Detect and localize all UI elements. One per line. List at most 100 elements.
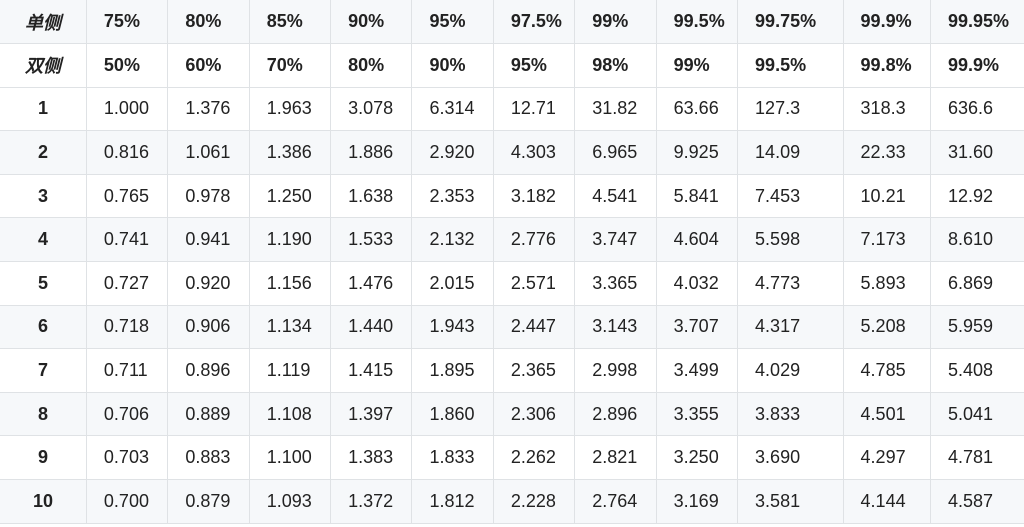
two-sided-level: 80% <box>330 43 413 88</box>
critical-value-cell: 4.029 <box>737 348 844 393</box>
one-sided-level: 99.9% <box>842 0 931 45</box>
critical-value-cell: 1.119 <box>248 348 332 393</box>
table-row: 8 0.706 0.889 1.108 1.397 1.860 2.306 2.896 3.35… <box>0 391 1024 437</box>
critical-value-cell: 6.869 <box>929 261 1024 306</box>
one-sided-label: 单侧 <box>0 0 87 45</box>
degrees-of-freedom: 4 <box>0 217 87 263</box>
table-row: 7 0.711 0.896 1.119 1.415 1.895 2.365 2.998 3.49… <box>0 348 1024 393</box>
critical-value-cell: 1.372 <box>330 479 413 524</box>
critical-value-cell: 1.397 <box>330 391 413 437</box>
critical-value-cell: 2.228 <box>492 479 576 524</box>
critical-value-cell: 3.581 <box>737 479 844 524</box>
degrees-of-freedom: 9 <box>0 435 87 481</box>
table-row: 6 0.718 0.906 1.134 1.440 1.943 2.447 3.143 3.70… <box>0 304 1024 350</box>
critical-value-cell: 1.886 <box>330 130 413 175</box>
critical-value-cell: 7.453 <box>737 173 844 219</box>
critical-value-cell: 0.920 <box>167 261 250 306</box>
one-sided-level: 99.75% <box>737 0 844 45</box>
one-sided-level: 95% <box>411 0 494 45</box>
two-sided-level: 99% <box>655 43 739 88</box>
critical-value-cell: 1.156 <box>248 261 332 306</box>
degrees-of-freedom: 6 <box>0 304 87 350</box>
degrees-of-freedom: 5 <box>0 261 87 306</box>
critical-value-cell: 12.92 <box>929 173 1024 219</box>
two-sided-level: 60% <box>167 43 250 88</box>
critical-value-cell: 1.812 <box>411 479 494 524</box>
critical-value-cell: 2.920 <box>411 130 494 175</box>
critical-value-cell: 3.499 <box>655 348 739 393</box>
critical-value-cell: 4.297 <box>842 435 931 481</box>
two-sided-level: 95% <box>492 43 576 88</box>
critical-value-cell: 5.893 <box>842 261 931 306</box>
two-sided-level: 70% <box>248 43 332 88</box>
one-sided-level: 99% <box>574 0 657 45</box>
critical-value-cell: 4.317 <box>737 304 844 350</box>
critical-value-cell: 1.895 <box>411 348 494 393</box>
critical-value-cell: 3.078 <box>330 86 413 132</box>
critical-value-cell: 3.250 <box>655 435 739 481</box>
critical-value-cell: 10.21 <box>842 173 931 219</box>
degrees-of-freedom: 7 <box>0 348 87 393</box>
critical-value-cell: 3.707 <box>655 304 739 350</box>
critical-value-cell: 2.365 <box>492 348 576 393</box>
critical-value-cell: 0.879 <box>167 479 250 524</box>
critical-value-cell: 1.638 <box>330 173 413 219</box>
table-row: 5 0.727 0.920 1.156 1.476 2.015 2.571 3.365 4.03… <box>0 261 1024 306</box>
table-row: 2 0.816 1.061 1.386 1.886 2.920 4.303 6.965 9.92… <box>0 130 1024 175</box>
critical-value-cell: 8.610 <box>929 217 1024 263</box>
critical-value-cell: 1.386 <box>248 130 332 175</box>
degrees-of-freedom: 8 <box>0 391 87 437</box>
critical-value-cell: 3.690 <box>737 435 844 481</box>
one-sided-level: 99.95% <box>929 0 1024 45</box>
critical-value-cell: 4.144 <box>842 479 931 524</box>
critical-value-cell: 636.6 <box>929 86 1024 132</box>
header-row-one-sided: 单侧 75% 80% 85% 90% 95% 97.5% 99% 99.5% 9… <box>0 0 1024 45</box>
critical-value-cell: 4.303 <box>492 130 576 175</box>
critical-value-cell: 4.032 <box>655 261 739 306</box>
critical-value-cell: 1.963 <box>248 86 332 132</box>
critical-value-cell: 2.571 <box>492 261 576 306</box>
critical-value-cell: 1.440 <box>330 304 413 350</box>
critical-value-cell: 2.353 <box>411 173 494 219</box>
critical-value-cell: 0.896 <box>167 348 250 393</box>
critical-value-cell: 2.015 <box>411 261 494 306</box>
critical-value-cell: 5.841 <box>655 173 739 219</box>
critical-value-cell: 1.415 <box>330 348 413 393</box>
table-row: 9 0.703 0.883 1.100 1.383 1.833 2.262 2.821 3.25… <box>0 435 1024 481</box>
critical-value-cell: 0.718 <box>85 304 169 350</box>
critical-value-cell: 5.208 <box>842 304 931 350</box>
critical-value-cell: 3.833 <box>737 391 844 437</box>
critical-value-cell: 2.896 <box>574 391 657 437</box>
critical-value-cell: 1.093 <box>248 479 332 524</box>
critical-value-cell: 6.965 <box>574 130 657 175</box>
critical-value-cell: 0.700 <box>85 479 169 524</box>
two-sided-level: 99.5% <box>737 43 844 88</box>
critical-value-cell: 5.041 <box>929 391 1024 437</box>
critical-value-cell: 5.959 <box>929 304 1024 350</box>
critical-value-cell: 1.061 <box>167 130 250 175</box>
two-sided-level: 99.8% <box>842 43 931 88</box>
critical-value-cell: 7.173 <box>842 217 931 263</box>
critical-value-cell: 2.821 <box>574 435 657 481</box>
one-sided-level: 80% <box>167 0 250 45</box>
critical-value-cell: 3.747 <box>574 217 657 263</box>
critical-value-cell: 1.533 <box>330 217 413 263</box>
one-sided-level: 85% <box>248 0 332 45</box>
critical-value-cell: 1.190 <box>248 217 332 263</box>
critical-value-cell: 9.925 <box>655 130 739 175</box>
critical-value-cell: 22.33 <box>842 130 931 175</box>
critical-value-cell: 1.476 <box>330 261 413 306</box>
critical-value-cell: 318.3 <box>842 86 931 132</box>
critical-value-cell: 5.598 <box>737 217 844 263</box>
critical-value-cell: 0.711 <box>85 348 169 393</box>
critical-value-cell: 0.706 <box>85 391 169 437</box>
critical-value-cell: 63.66 <box>655 86 739 132</box>
critical-value-cell: 4.604 <box>655 217 739 263</box>
critical-value-cell: 31.60 <box>929 130 1024 175</box>
two-sided-level: 98% <box>574 43 657 88</box>
header-row-two-sided: 双侧 50% 60% 70% 80% 90% 95% 98% 99% 99.5%… <box>0 43 1024 88</box>
critical-value-cell: 1.860 <box>411 391 494 437</box>
critical-value-cell: 2.447 <box>492 304 576 350</box>
critical-value-cell: 2.764 <box>574 479 657 524</box>
critical-value-cell: 1.134 <box>248 304 332 350</box>
